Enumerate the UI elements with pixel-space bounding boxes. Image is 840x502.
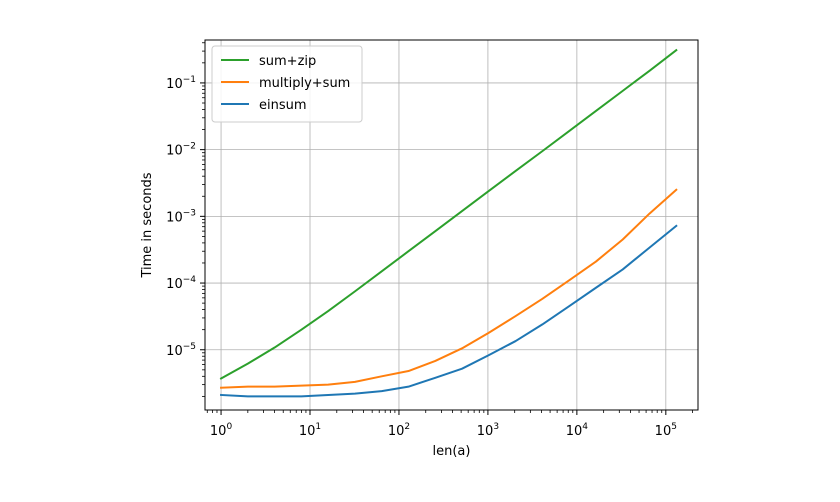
x-tick-base: 10 [655, 424, 672, 439]
x-tick-label: 101 [299, 422, 321, 439]
plot-frame [204, 39, 699, 411]
x-axis-label: len(a) [433, 444, 471, 459]
x-tick-label: 103 [477, 422, 499, 439]
x-tick-label: 104 [566, 422, 589, 439]
legend-label: multiply+sum [259, 76, 350, 91]
y-tick-label: 10−4 [166, 275, 196, 292]
x-tick-base: 10 [566, 424, 583, 439]
x-tick-exponent: 1 [315, 422, 321, 432]
y-tick-label: 10−5 [166, 342, 196, 359]
y-tick-base: 10 [166, 277, 183, 292]
y-tick-base: 10 [166, 144, 183, 159]
y-tick-exponent: −5 [183, 342, 196, 352]
y-tick-exponent: −1 [183, 75, 196, 85]
x-tick-base: 10 [477, 424, 494, 439]
legend-label: einsum [259, 98, 307, 113]
legend: sum+zip multiply+sum einsum [211, 45, 363, 123]
series-line-einsum [219, 224, 678, 398]
x-tick-base: 10 [388, 424, 405, 439]
x-tick-exponent: 2 [404, 422, 410, 432]
series-lines [219, 48, 678, 398]
x-tick-exponent: 0 [226, 422, 232, 432]
y-tick-label: 10−2 [166, 142, 196, 159]
x-tick-exponent: 3 [493, 422, 499, 432]
x-tick-label: 105 [655, 422, 677, 439]
series-line-multiply-sum [220, 188, 678, 389]
y-axis-label: Time in seconds [140, 172, 155, 278]
legend-label: sum+zip [259, 54, 316, 69]
x-tick-base: 10 [210, 424, 227, 439]
y-tick-exponent: −2 [183, 142, 196, 152]
y-tick-exponent: −3 [183, 208, 196, 218]
x-tick-exponent: 4 [582, 422, 588, 432]
y-tick-base: 10 [166, 210, 183, 225]
x-tick-label: 102 [388, 422, 410, 439]
x-tick-label: 100 [210, 422, 233, 439]
y-tick-exponent: −4 [183, 275, 197, 285]
y-tick-base: 10 [166, 77, 183, 92]
y-tick-base: 10 [166, 344, 183, 359]
legend-box [211, 45, 363, 123]
series-line-sum-zip [219, 48, 678, 380]
x-tick-exponent: 5 [671, 422, 677, 432]
axis-ticks [200, 42, 694, 415]
x-tick-base: 10 [299, 424, 316, 439]
y-tick-label: 10−3 [166, 208, 196, 225]
y-tick-label: 10−1 [166, 75, 196, 92]
